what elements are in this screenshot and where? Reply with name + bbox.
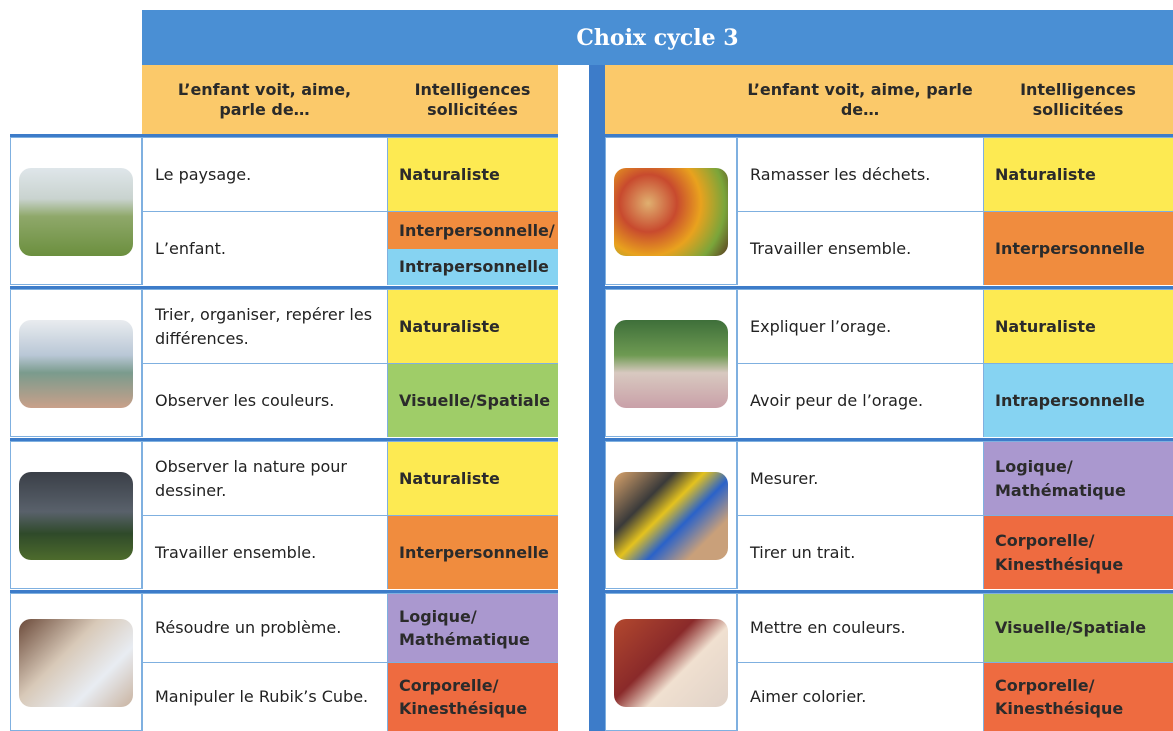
intelligence-cell: Corporelle/ Kinesthésique xyxy=(387,662,558,731)
header-cell xyxy=(605,65,737,135)
intelligence-label: Corporelle/ Kinesthésique xyxy=(984,516,1173,589)
photo-cell xyxy=(605,593,737,731)
intelligence-label: Visuelle/Spatiale xyxy=(984,594,1173,662)
intelligence-label: Naturaliste xyxy=(984,138,1173,211)
activity-cell: Avoir peur de l’orage. xyxy=(737,363,983,437)
intelligence-label: Intrapersonnelle xyxy=(388,248,558,285)
header-cell: Intelligences sollicitées xyxy=(387,65,558,135)
group-separator xyxy=(605,134,1173,137)
group-separator xyxy=(10,590,558,593)
group-separator xyxy=(605,438,1173,441)
activity-cell: Observer la nature pour dessiner. xyxy=(142,441,387,515)
title: Choix cycle 3 xyxy=(142,10,1173,65)
intelligence-label: Interpersonnelle/ xyxy=(388,212,558,249)
activity-cell: Expliquer l’orage. xyxy=(737,289,983,363)
intelligence-label: Interpersonnelle xyxy=(388,516,558,589)
intelligence-cell: Corporelle/ Kinesthésique xyxy=(983,515,1173,589)
intelligence-label: Naturaliste xyxy=(388,138,558,211)
intelligence-label: Naturaliste xyxy=(388,290,558,363)
divider xyxy=(589,65,605,731)
photo-cell xyxy=(10,289,142,437)
intelligence-cell: Interpersonnelle/Intrapersonnelle xyxy=(387,211,558,285)
activity-cell: Mettre en couleurs. xyxy=(737,593,983,662)
photo-cell xyxy=(10,593,142,731)
intelligence-label: Logique/ Mathématique xyxy=(388,594,558,662)
photo-cell xyxy=(10,137,142,285)
intelligence-label: Logique/ Mathématique xyxy=(984,442,1173,515)
intelligence-label: Naturaliste xyxy=(984,290,1173,363)
photo xyxy=(614,472,728,560)
intelligence-cell: Interpersonnelle xyxy=(983,211,1173,285)
photo xyxy=(614,168,728,256)
group-separator xyxy=(10,134,558,137)
intelligence-label: Naturaliste xyxy=(388,442,558,515)
photo xyxy=(614,619,728,707)
photo xyxy=(19,168,133,256)
photo-cell xyxy=(10,441,142,589)
intelligence-label: Corporelle/ Kinesthésique xyxy=(388,663,558,731)
group-separator xyxy=(605,286,1173,289)
activity-cell: Travailler ensemble. xyxy=(737,211,983,285)
intelligence-cell: Intrapersonnelle xyxy=(983,363,1173,437)
activity-cell: Le paysage. xyxy=(142,137,387,211)
photo xyxy=(19,619,133,707)
intelligence-cell: Visuelle/Spatiale xyxy=(387,363,558,437)
photo-cell xyxy=(605,137,737,285)
intelligence-cell: Naturaliste xyxy=(983,137,1173,211)
intelligence-cell: Naturaliste xyxy=(387,441,558,515)
intelligence-cell: Visuelle/Spatiale xyxy=(983,593,1173,662)
intelligence-label: Intrapersonnelle xyxy=(984,364,1173,437)
group-separator xyxy=(10,438,558,441)
group-separator xyxy=(10,286,558,289)
activity-cell: Manipuler le Rubik’s Cube. xyxy=(142,662,387,731)
header-cell: L’enfant voit, aime, parle de… xyxy=(142,65,387,135)
photo xyxy=(19,472,133,560)
activity-cell: Résoudre un problème. xyxy=(142,593,387,662)
group-separator xyxy=(605,590,1173,593)
activity-cell: Trier, organiser, repérer les différence… xyxy=(142,289,387,363)
activity-cell: Aimer colorier. xyxy=(737,662,983,731)
intelligence-cell: Corporelle/ Kinesthésique xyxy=(983,662,1173,731)
photo-cell xyxy=(605,289,737,437)
activity-cell: Mesurer. xyxy=(737,441,983,515)
activity-cell: Ramasser les déchets. xyxy=(737,137,983,211)
activity-cell: Observer les couleurs. xyxy=(142,363,387,437)
activity-cell: L’enfant. xyxy=(142,211,387,285)
intelligence-cell: Logique/ Mathématique xyxy=(983,441,1173,515)
intelligence-cell: Naturaliste xyxy=(387,289,558,363)
intelligence-cell: Naturaliste xyxy=(983,289,1173,363)
intelligence-cell: Logique/ Mathématique xyxy=(387,593,558,662)
activity-cell: Tirer un trait. xyxy=(737,515,983,589)
intelligence-cell: Naturaliste xyxy=(387,137,558,211)
activity-cell: Travailler ensemble. xyxy=(142,515,387,589)
intelligence-cell: Interpersonnelle xyxy=(387,515,558,589)
intelligence-label: Interpersonnelle xyxy=(984,212,1173,285)
header-cell: Intelligences sollicitées xyxy=(983,65,1173,135)
header-cell: L’enfant voit, aime, parle de… xyxy=(737,65,983,135)
photo xyxy=(614,320,728,408)
intelligence-label: Visuelle/Spatiale xyxy=(388,364,558,437)
photo-cell xyxy=(605,441,737,589)
intelligence-label: Corporelle/ Kinesthésique xyxy=(984,663,1173,731)
photo xyxy=(19,320,133,408)
